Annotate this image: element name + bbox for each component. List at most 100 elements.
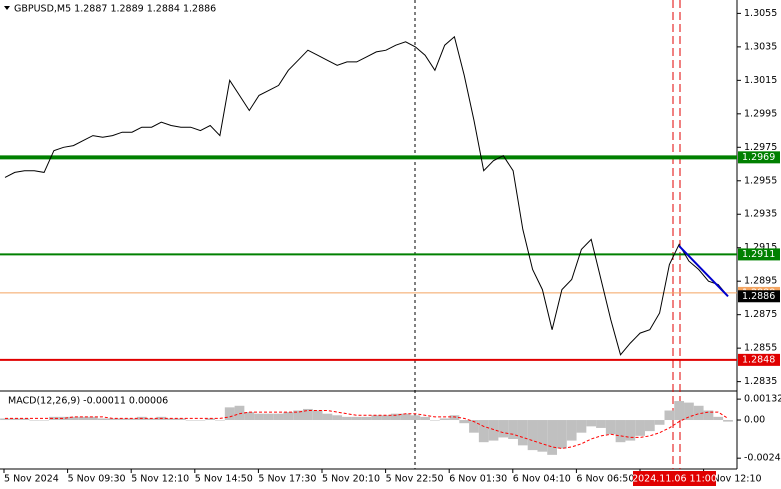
histogram-bar [576, 420, 587, 433]
cursor-label: 2024.11.06 11:00 [632, 474, 717, 485]
x-tick-label: 5 Nov 17:30 [258, 474, 316, 485]
histogram-bar [215, 420, 225, 421]
x-tick-label: 5 Nov 14:50 [195, 474, 253, 485]
cursor-label-box [633, 471, 716, 486]
histogram-bar [254, 413, 264, 421]
y-tick-label: -0.00241 [744, 453, 781, 464]
histogram-bar [430, 420, 440, 421]
histogram-bar [381, 415, 391, 421]
histogram-bar [205, 418, 216, 421]
y-tick-label: 1.2895 [744, 276, 777, 287]
histogram-bar [478, 420, 489, 443]
histogram-bar [508, 420, 518, 440]
histogram-bar [48, 416, 59, 421]
histogram-bar [605, 420, 616, 435]
histogram-bar [361, 416, 372, 421]
histogram-bar [342, 416, 352, 421]
indicator-title: MACD(12,26,9) -0.00011 0.00006 [8, 396, 168, 407]
y-tick-label: 1.2935 [744, 209, 777, 220]
histogram-bar [312, 410, 323, 421]
histogram-bar [371, 415, 382, 421]
histogram-bar [703, 410, 714, 421]
level-label: 1.2911 [742, 249, 775, 260]
histogram-bar [537, 420, 548, 452]
x-tick-label: 6 Nov 04:10 [513, 474, 571, 485]
y-tick-label: 1.2915 [744, 242, 777, 253]
y-tick-label: 1.2875 [744, 309, 777, 320]
histogram-bar [0, 418, 10, 421]
y-tick-label: 1.2835 [744, 376, 777, 387]
histogram-bar [68, 416, 79, 421]
histogram-bar [29, 420, 40, 421]
histogram-bar [127, 418, 137, 421]
histogram-bar [58, 416, 69, 421]
histogram-bar [263, 413, 274, 421]
x-tick-label: 5 Nov 09:30 [68, 474, 126, 485]
histogram-bar [302, 408, 313, 421]
histogram-bar [185, 420, 196, 421]
histogram-bar [244, 412, 255, 421]
histogram-bar [410, 415, 421, 421]
level-label-box [738, 151, 780, 164]
histogram-bar [635, 420, 645, 436]
x-tick-label: 6 Nov 06:50 [576, 474, 634, 485]
chart-title: GBPUSD,M5 1.2887 1.2889 1.2884 1.2886 [14, 4, 216, 15]
y-tick-label: 1.2855 [744, 343, 777, 354]
y-tick-label: 0.00 [744, 415, 765, 426]
price-line [4, 35, 729, 356]
level-label-box [738, 248, 780, 261]
signal-line [5, 410, 729, 450]
histogram-bar [322, 413, 333, 421]
histogram-bar [351, 416, 362, 421]
y-tick-label: 1.3015 [744, 75, 777, 86]
histogram-bar [9, 418, 20, 421]
price-label: 1.2886 [742, 291, 775, 302]
histogram-bar [273, 413, 284, 421]
histogram-bar [449, 415, 460, 421]
histogram-bar [469, 420, 479, 433]
level-label: 1.2848 [742, 354, 775, 365]
y-tick-label: 1.2955 [744, 175, 777, 186]
histogram-bar [723, 420, 733, 422]
y-tick-label: 1.3055 [744, 8, 777, 19]
histogram-bar [293, 410, 303, 421]
histogram-bar [615, 420, 626, 443]
histogram-bar [117, 418, 128, 421]
histogram-bar [527, 420, 538, 451]
histogram-bar [644, 420, 655, 432]
histogram-bar [566, 420, 577, 441]
histogram-bar [400, 413, 411, 421]
x-tick-label: 5 Nov 12:10 [131, 474, 189, 485]
histogram-bar [166, 418, 176, 421]
histogram-bar [224, 407, 235, 421]
x-tick-label: 5 Nov 2024 [4, 474, 59, 485]
histogram-bar [684, 402, 694, 421]
histogram-bar [107, 418, 118, 421]
histogram-bar [557, 420, 567, 449]
y-tick-label: 1.3035 [744, 41, 777, 52]
x-tick-label: 6 Nov 01:30 [449, 474, 507, 485]
histogram-bar [517, 420, 528, 446]
histogram-bar [547, 420, 558, 455]
histogram-bar [420, 416, 431, 421]
histogram-bar [596, 420, 606, 428]
histogram-bar [146, 418, 157, 421]
y-tick-label: 0.00132 [744, 394, 781, 405]
y-tick-label: 1.2995 [744, 108, 777, 119]
price-label-box [738, 290, 780, 303]
x-tick-label: 5 Nov 22:50 [386, 474, 444, 485]
level-label-box [738, 353, 780, 366]
y-tick-label: 1.2975 [744, 142, 777, 153]
histogram-bar [459, 420, 470, 424]
x-tick-label: 5 Nov 20:10 [322, 474, 380, 485]
histogram-bar [498, 420, 509, 438]
histogram-bar [175, 418, 186, 421]
histogram-bar [664, 410, 675, 421]
histogram-bar [39, 420, 49, 421]
histogram-bar [625, 420, 636, 441]
histogram-bar [97, 418, 108, 421]
histogram-bar [586, 420, 597, 427]
histogram-bar [674, 401, 685, 421]
